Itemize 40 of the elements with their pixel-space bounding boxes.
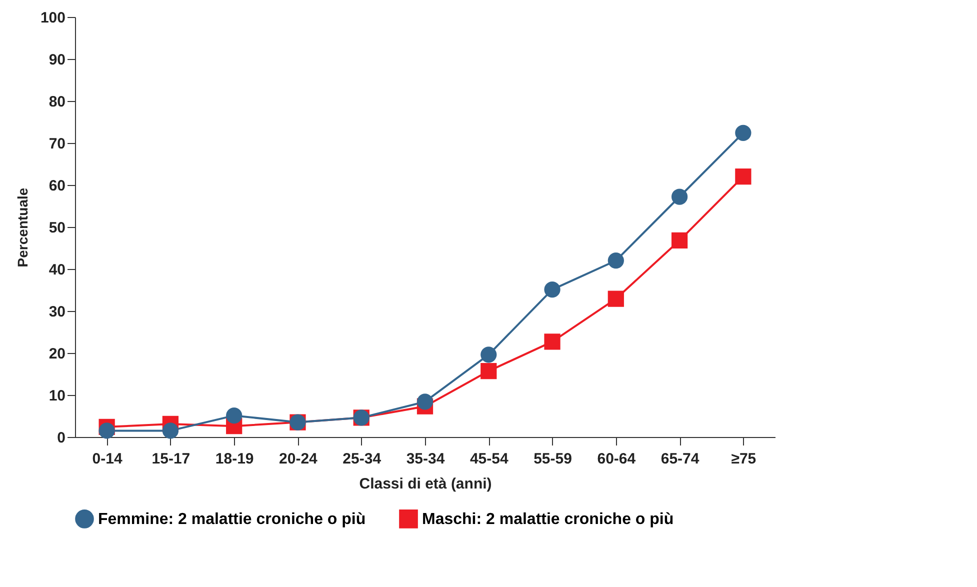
x-tick-label: 20-24 xyxy=(279,450,318,468)
point xyxy=(480,346,497,363)
y-tick-label: 100 xyxy=(40,10,66,26)
y-tick-label: 30 xyxy=(48,304,66,320)
point xyxy=(162,422,179,439)
y-tick-label: 40 xyxy=(48,262,66,278)
y-tick-label: 70 xyxy=(48,136,66,152)
legend-label: Femmine: 2 malattie croniche o più xyxy=(98,510,366,528)
point xyxy=(544,334,560,350)
point xyxy=(98,422,115,439)
point xyxy=(416,394,434,410)
y-tick-label: 60 xyxy=(48,178,66,194)
y-tick-label: 90 xyxy=(48,52,66,68)
point xyxy=(671,188,688,205)
x-tick-label: 65-74 xyxy=(660,450,700,468)
y-axis-title: Percentuale xyxy=(14,188,30,268)
point xyxy=(480,363,497,380)
x-tick-label: 55-59 xyxy=(534,450,572,468)
x-tick-label: ≥75 xyxy=(731,450,756,468)
point xyxy=(608,252,624,269)
point xyxy=(544,282,560,298)
x-tick-label: 15-17 xyxy=(152,450,190,468)
point xyxy=(671,232,688,249)
x-tick-label: 60-64 xyxy=(597,450,636,468)
x-tick-label: 35-34 xyxy=(406,450,446,468)
point xyxy=(226,408,242,424)
point xyxy=(735,168,752,185)
point xyxy=(735,124,752,141)
x-tick-label: 18-19 xyxy=(215,450,254,468)
legend-label: Maschi: 2 malattie croniche o più xyxy=(422,510,674,528)
y-tick-label: 0 xyxy=(57,430,66,446)
x-tick-label: 25-34 xyxy=(342,450,382,468)
y-tick-label: 80 xyxy=(48,94,66,110)
y-tick-label: 10 xyxy=(48,388,66,404)
point xyxy=(608,290,624,307)
x-axis-title: Classi di età (anni) xyxy=(359,476,492,492)
x-tick-label: 0-14 xyxy=(92,450,123,468)
x-tick-label: 45-54 xyxy=(470,450,509,468)
y-tick-label: 50 xyxy=(48,220,66,236)
y-tick-label: 20 xyxy=(48,346,66,362)
